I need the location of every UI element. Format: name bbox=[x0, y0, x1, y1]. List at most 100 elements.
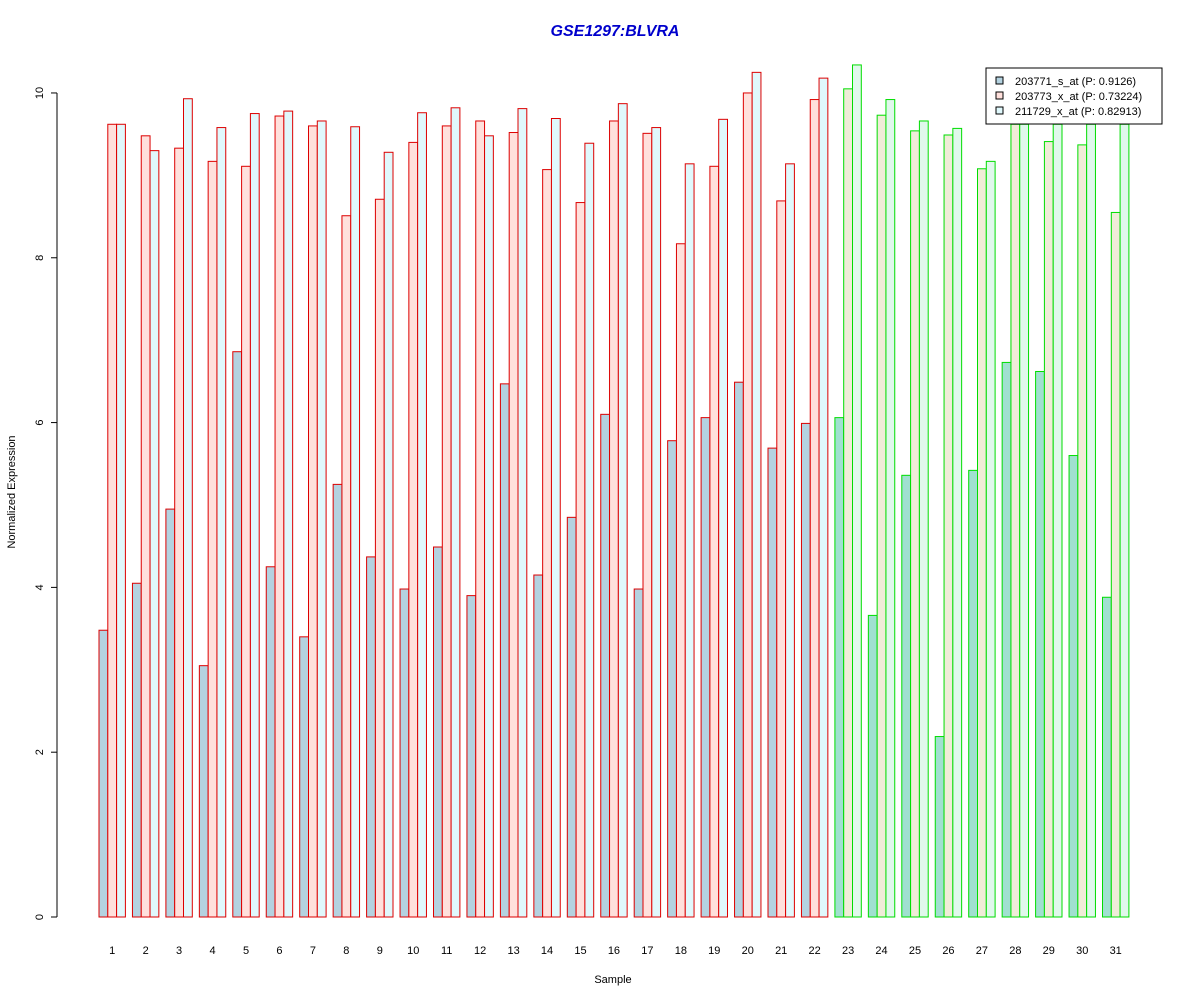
x-tick-label: 28 bbox=[1009, 945, 1021, 957]
bar-sample-8-series-3 bbox=[350, 126, 361, 918]
bar-sample-18-series-1 bbox=[667, 440, 677, 918]
bar-sample-31-series-3 bbox=[1119, 123, 1130, 918]
bar-sample-18-series-2 bbox=[675, 243, 686, 918]
x-tick-label: 31 bbox=[1110, 945, 1122, 957]
bar-sample-25-series-1 bbox=[901, 474, 912, 918]
bar-sample-26-series-1 bbox=[934, 736, 945, 918]
bar-sample-12-series-2 bbox=[475, 120, 486, 918]
bar-sample-10-series-2 bbox=[408, 141, 419, 918]
x-tick-label: 7 bbox=[310, 945, 316, 957]
legend-swatch bbox=[995, 76, 1004, 85]
bar-sample-13-series-2 bbox=[508, 132, 519, 918]
y-tick-label: 6 bbox=[34, 420, 46, 426]
legend-box bbox=[985, 67, 1163, 125]
bar-sample-27-series-3 bbox=[985, 160, 996, 918]
bar-sample-30-series-2 bbox=[1077, 144, 1088, 918]
x-tick-label: 6 bbox=[276, 945, 282, 957]
bar-sample-11-series-3 bbox=[450, 107, 461, 918]
bar-sample-7-series-1 bbox=[299, 636, 310, 918]
bar-sample-28-series-2 bbox=[1010, 123, 1021, 918]
bar-sample-7-series-2 bbox=[308, 125, 318, 918]
x-tick-label: 1 bbox=[109, 945, 115, 957]
y-tick-label: 0 bbox=[34, 914, 46, 920]
y-tick-label: 10 bbox=[34, 87, 46, 99]
x-tick-label: 9 bbox=[377, 945, 383, 957]
bar-sample-14-series-2 bbox=[542, 169, 552, 918]
x-tick-label: 3 bbox=[176, 945, 182, 957]
bar-sample-24-series-1 bbox=[867, 614, 878, 918]
bar-sample-14-series-1 bbox=[533, 574, 544, 918]
bar-sample-20-series-3 bbox=[751, 71, 762, 918]
x-axis: 1 2 3 4 5 6 7 8 9 10 11 12 13 14 15 16 17 18 19 20 21 22 23 24 2… bbox=[109, 945, 1122, 957]
bar-sample-13-series-1 bbox=[499, 383, 510, 918]
x-tick-label: 15 bbox=[574, 945, 586, 957]
bar-sample-19-series-2 bbox=[709, 165, 720, 918]
bar-sample-31-series-1 bbox=[1102, 596, 1112, 918]
bar-sample-15-series-2 bbox=[575, 202, 586, 918]
bar-sample-16-series-3 bbox=[617, 103, 628, 918]
bar-sample-4-series-1 bbox=[198, 665, 209, 918]
bar-sample-19-series-3 bbox=[718, 118, 729, 918]
x-tick-label: 16 bbox=[608, 945, 620, 957]
legend-swatch bbox=[995, 91, 1004, 100]
plot-area bbox=[98, 64, 1130, 918]
x-tick-label: 19 bbox=[708, 945, 720, 957]
bar-sample-16-series-1 bbox=[600, 413, 611, 918]
bar-sample-29-series-2 bbox=[1043, 141, 1054, 918]
bar-sample-2-series-1 bbox=[131, 582, 142, 918]
bar-sample-31-series-2 bbox=[1110, 211, 1121, 918]
bar-sample-17-series-3 bbox=[651, 127, 662, 918]
bar-sample-11-series-1 bbox=[433, 546, 443, 918]
bar-sample-18-series-3 bbox=[684, 163, 695, 918]
x-tick-label: 30 bbox=[1076, 945, 1088, 957]
bar-sample-28-series-3 bbox=[1019, 123, 1030, 918]
x-tick-label: 20 bbox=[742, 945, 754, 957]
bar-sample-6-series-1 bbox=[265, 566, 276, 918]
bar-sample-17-series-1 bbox=[633, 588, 644, 918]
y-axis: 0 2 4 6 8 10 bbox=[34, 87, 58, 920]
bar-sample-10-series-3 bbox=[417, 112, 427, 918]
bar-sample-9-series-2 bbox=[374, 198, 385, 918]
x-tick-label: 5 bbox=[243, 945, 249, 957]
x-tick-label: 18 bbox=[675, 945, 687, 957]
legend-entry: 211729_x_at (P: 0.82913) bbox=[1015, 106, 1141, 118]
x-tick-label: 10 bbox=[407, 945, 419, 957]
bar-sample-16-series-2 bbox=[609, 120, 619, 918]
bar-sample-29-series-1 bbox=[1035, 370, 1045, 918]
bar-sample-1-series-2 bbox=[107, 123, 118, 918]
bar-sample-23-series-1 bbox=[834, 417, 845, 918]
bar-sample-23-series-3 bbox=[852, 64, 862, 918]
bar-sample-13-series-3 bbox=[517, 108, 528, 918]
bar-sample-3-series-2 bbox=[174, 147, 184, 918]
x-tick-label: 26 bbox=[942, 945, 954, 957]
x-tick-label: 11 bbox=[441, 945, 452, 957]
bar-sample-10-series-1 bbox=[399, 588, 410, 918]
bar-sample-15-series-1 bbox=[566, 516, 577, 918]
x-tick-label: 14 bbox=[541, 945, 553, 957]
chart-title: GSE1297:BLVRA bbox=[551, 23, 680, 40]
x-tick-label: 17 bbox=[641, 945, 653, 957]
bar-sample-27-series-2 bbox=[977, 168, 987, 918]
bar-sample-19-series-1 bbox=[700, 417, 711, 918]
x-tick-label: 12 bbox=[474, 945, 486, 957]
bar-sample-22-series-1 bbox=[800, 422, 811, 918]
bar-sample-1-series-1 bbox=[98, 629, 109, 918]
legend-entry: 203773_x_at (P: 0.73224) bbox=[1015, 91, 1142, 103]
bar-sample-30-series-3 bbox=[1086, 123, 1096, 918]
x-tick-label: 22 bbox=[809, 945, 821, 957]
bar-sample-20-series-2 bbox=[742, 92, 753, 918]
legend: 203771_s_at (P: 0.9126) 203773_x_at (P: 0… bbox=[985, 67, 1163, 125]
bar-sample-9-series-1 bbox=[366, 556, 376, 918]
legend-swatch bbox=[995, 106, 1004, 115]
bar-sample-7-series-3 bbox=[316, 120, 327, 918]
bar-sample-12-series-1 bbox=[466, 595, 477, 918]
bar-sample-8-series-2 bbox=[341, 215, 352, 918]
bar-sample-26-series-2 bbox=[943, 134, 954, 918]
x-tick-label: 25 bbox=[909, 945, 921, 957]
x-tick-label: 13 bbox=[507, 945, 519, 957]
x-tick-label: 29 bbox=[1043, 945, 1055, 957]
bar-sample-25-series-2 bbox=[910, 130, 920, 918]
bar-sample-2-series-3 bbox=[149, 150, 160, 918]
bar-sample-4-series-3 bbox=[216, 127, 227, 918]
bar-sample-27-series-1 bbox=[968, 469, 979, 918]
